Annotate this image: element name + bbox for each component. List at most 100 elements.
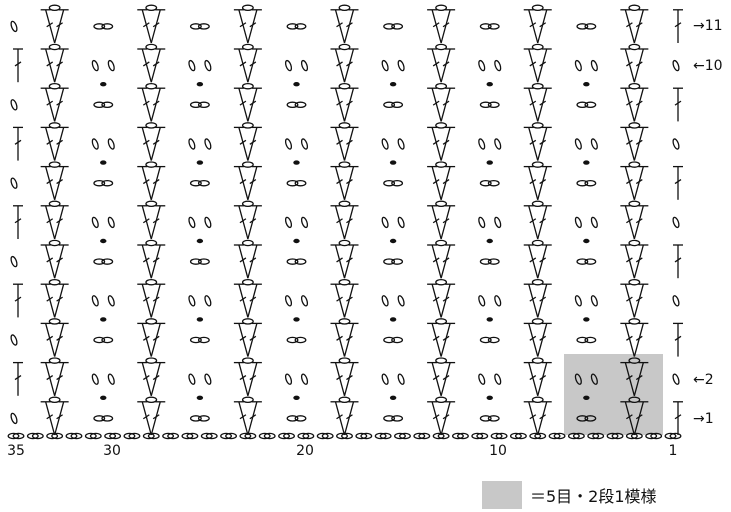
double-crochet-symbol (624, 244, 635, 279)
double-crochet-bar (442, 374, 450, 381)
turning-chain-symbol (574, 138, 582, 150)
chain-symbol (101, 179, 114, 187)
double-crochet-symbol (54, 401, 65, 436)
double-crochet-bar (249, 218, 257, 224)
double-crochet-bar (432, 61, 440, 67)
double-crochet-symbol (431, 205, 442, 240)
double-crochet-bar (539, 22, 547, 28)
chain-symbol (487, 23, 500, 30)
double-crochet-bar (432, 100, 440, 106)
turning-chain-symbol (478, 59, 486, 72)
double-crochet-bar (336, 374, 343, 381)
chain-symbol (630, 432, 643, 440)
chain-symbol (286, 415, 299, 422)
chain-symbol (336, 432, 348, 440)
double-crochet-bar (152, 374, 160, 381)
double-crochet-symbol (624, 362, 635, 396)
double-crochet-symbol (141, 88, 152, 122)
chain-symbol (391, 415, 404, 422)
double-crochet-symbol (141, 48, 152, 83)
chain-symbol (101, 258, 114, 265)
chain-symbol (531, 4, 544, 12)
double-crochet-bar (442, 257, 450, 263)
chain-symbol (645, 432, 658, 440)
chain-symbol (553, 432, 566, 440)
double-crochet-symbol (247, 401, 258, 436)
double-crochet-symbol (633, 244, 644, 279)
chain-symbol (104, 432, 117, 440)
double-crochet-symbol (528, 88, 539, 122)
double-crochet-symbol (633, 323, 644, 357)
chain-symbol (48, 278, 61, 286)
double-crochet-symbol (343, 205, 355, 240)
double-crochet-bar (626, 61, 633, 67)
double-crochet-symbol (528, 48, 539, 83)
row-marker-11: →11 (693, 18, 723, 34)
double-crochet-symbol (54, 127, 65, 161)
double-crochet-symbol (150, 205, 161, 240)
chain-symbol (487, 336, 500, 344)
chain-symbol (576, 101, 589, 109)
double-crochet-bar (674, 414, 682, 420)
turning-chain-symbol (284, 59, 293, 72)
chain-symbol (241, 122, 254, 129)
double-crochet-symbol (528, 244, 539, 279)
chain-symbol (294, 415, 307, 422)
double-crochet-bar (346, 296, 353, 302)
double-crochet-symbol (141, 284, 152, 318)
chain-symbol (189, 415, 202, 422)
double-crochet-bar (635, 139, 643, 145)
double-crochet-bar (626, 257, 633, 263)
double-crochet-bar (152, 257, 160, 263)
double-crochet-bar (239, 22, 247, 28)
chain-symbol (294, 23, 307, 30)
double-crochet-bar (336, 414, 343, 420)
double-crochet-symbol (633, 284, 644, 318)
turning-chain-symbol (397, 138, 405, 150)
turning-chain-symbol (494, 59, 502, 72)
chain-symbol (669, 432, 682, 440)
double-crochet-symbol (150, 401, 161, 436)
double-crochet-symbol (45, 48, 56, 83)
double-crochet-bar (432, 218, 440, 224)
double-crochet-bar (432, 22, 440, 28)
double-crochet-bar (529, 296, 537, 302)
double-crochet-bar (346, 178, 353, 185)
chain-symbol (258, 432, 271, 440)
chain-symbol (200, 432, 213, 440)
double-crochet-bar (674, 178, 682, 185)
double-crochet-symbol (334, 48, 346, 83)
double-crochet-bar (635, 414, 643, 420)
double-crochet-symbol (141, 323, 152, 357)
turning-chain-symbol (381, 216, 389, 229)
double-crochet-symbol (528, 323, 539, 357)
turning-chain-symbol (381, 59, 389, 72)
double-crochet-bar (142, 335, 150, 341)
chain-symbol (181, 432, 194, 440)
chain-symbol (189, 101, 202, 109)
double-crochet-symbol (440, 9, 451, 44)
double-crochet-bar (442, 296, 450, 302)
chain-symbol (435, 278, 448, 286)
chain-symbol (31, 432, 44, 440)
double-crochet-bar (635, 374, 643, 381)
turning-chain-symbol (672, 216, 680, 229)
chain-symbol (145, 357, 158, 364)
slip-stitch-symbol (389, 395, 397, 400)
turning-chain-symbol (574, 59, 582, 72)
turning-chain-symbol (107, 138, 115, 150)
double-crochet-symbol (45, 9, 56, 44)
chain-symbol (628, 122, 641, 129)
turning-chain-symbol (188, 373, 196, 385)
double-crochet-bar (442, 61, 450, 67)
chain-symbol (479, 415, 492, 422)
chain-symbol (48, 82, 61, 90)
double-crochet-symbol (431, 166, 442, 200)
double-crochet-bar (14, 139, 22, 145)
double-crochet-bar (249, 374, 257, 381)
double-crochet-symbol (633, 166, 644, 200)
double-crochet-symbol (537, 48, 548, 83)
chain-symbol (338, 278, 351, 286)
double-crochet-symbol (440, 166, 451, 200)
